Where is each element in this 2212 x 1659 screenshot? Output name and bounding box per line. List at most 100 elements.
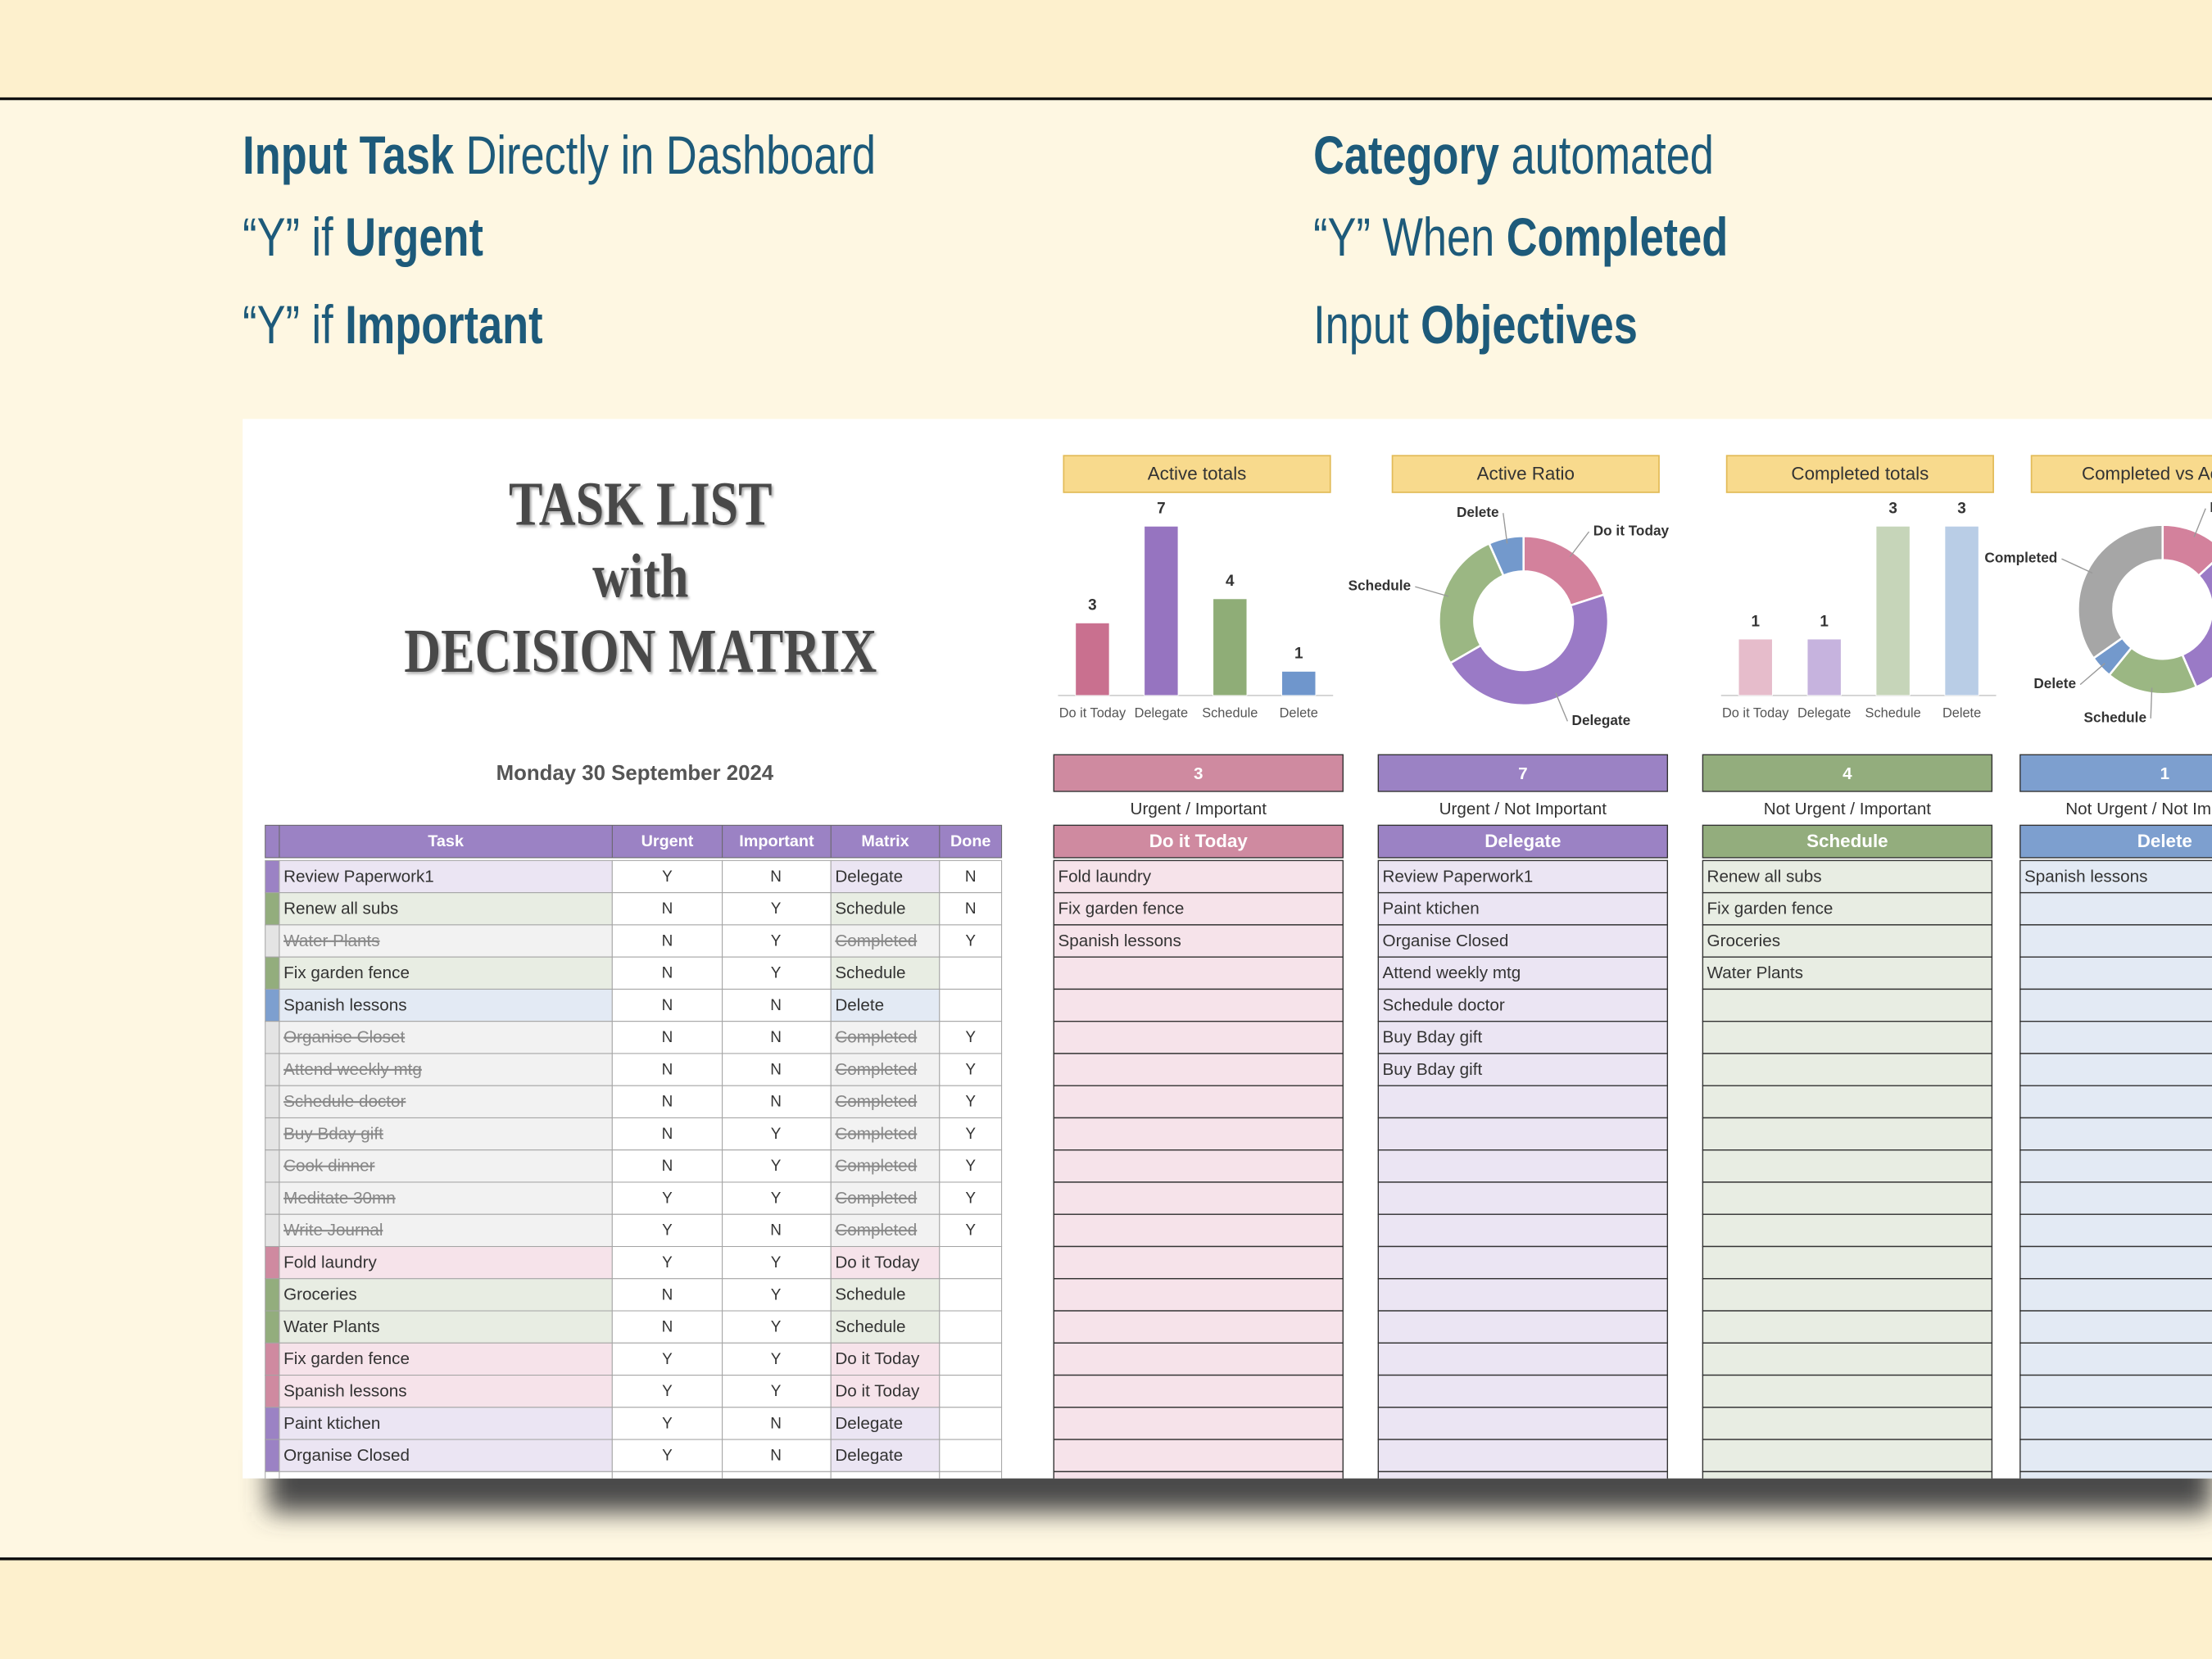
x-tick-label: Schedule: [1865, 706, 1921, 721]
panel-item: Paint ktichen: [1383, 900, 1480, 918]
chart-title-box: [1063, 455, 1331, 493]
panel-cell: [1702, 1471, 1993, 1479]
bar: [1875, 525, 1911, 696]
task-cell: Write Journal: [283, 1221, 383, 1240]
done-cell: Y: [965, 1126, 976, 1143]
task-cell: Water Plants: [283, 1317, 379, 1336]
panel-cell: [1053, 1213, 1344, 1248]
panel-cell: [1702, 891, 1993, 926]
important-cell: Y: [771, 965, 782, 982]
panel-cell: [1377, 1245, 1669, 1280]
table-cell: [265, 1085, 280, 1118]
panel-cell: [1053, 988, 1344, 1022]
table-cell: [611, 892, 723, 926]
date: Monday 30 September 2024: [496, 762, 774, 785]
count-box: [1702, 754, 1993, 792]
donut-label: Do it Today: [1593, 523, 1670, 539]
table-cell: [830, 892, 941, 926]
column-header: Urgent: [641, 832, 694, 850]
bar: [1075, 622, 1110, 696]
count-box: [2019, 754, 2212, 792]
panel-cell: [2019, 1342, 2212, 1376]
panel-name: Schedule: [1806, 831, 1888, 851]
urgent-cell: N: [662, 1061, 673, 1078]
panel-cell: [2019, 1053, 2212, 1086]
panel-cell: [1053, 1310, 1344, 1344]
panel-cell: [1053, 1053, 1344, 1086]
table-cell: [830, 1021, 941, 1054]
table-cell: [939, 988, 1003, 1022]
instruction-line: “Y” if Important: [243, 294, 542, 355]
chart-title: Active totals: [1148, 463, 1247, 483]
donut-segment: [1448, 593, 1610, 707]
instruction-text: Objectives: [1421, 294, 1638, 355]
table-cell: [830, 1245, 941, 1280]
panel-cell: [1377, 1342, 1669, 1376]
urgent-cell: Y: [662, 1351, 673, 1368]
instruction-text: Input Task: [243, 125, 455, 185]
task-cell: Schedule doctor: [283, 1092, 406, 1111]
donut-label: Delete: [1457, 504, 1499, 520]
task-cell: Spanish lessons: [283, 995, 406, 1014]
important-cell: Y: [771, 1190, 782, 1207]
panel-cell: [1377, 1439, 1669, 1473]
sheet-title: with: [592, 542, 688, 610]
panel-cell: [1053, 1342, 1344, 1376]
matrix-cell: Completed: [835, 1189, 917, 1208]
table-cell: [265, 1278, 280, 1312]
urgent-cell: N: [662, 1126, 673, 1143]
panel-cell: [2019, 956, 2212, 990]
instruction-column: Category automated “Y” When Completed Inpu…: [1313, 125, 1728, 355]
panel-cell: [2019, 1020, 2212, 1054]
table-cell: [830, 1149, 941, 1183]
bar: [1144, 525, 1179, 696]
bar: [1806, 638, 1842, 696]
urgent-cell: Y: [662, 1383, 673, 1400]
panel-cell: [1702, 1342, 1993, 1376]
panel-cell: [1053, 1149, 1344, 1183]
table-cell: [722, 1439, 832, 1472]
panel-cell: [1702, 1085, 1993, 1119]
panel-cell: [1053, 1471, 1344, 1479]
important-cell: Y: [771, 1383, 782, 1400]
important-cell: N: [770, 1061, 782, 1078]
table-cell: [939, 1117, 1003, 1151]
panel-subtitle: Not Urgent / Important: [1764, 800, 1932, 818]
important-cell: N: [770, 1094, 782, 1111]
important-cell: Y: [771, 1319, 782, 1336]
count-box: [1377, 754, 1669, 792]
matrix-cell: Do it Today: [835, 1381, 920, 1400]
panel-cell: [1702, 1020, 1993, 1054]
donut-segment: [1487, 535, 1525, 578]
donut-label: Delegate: [1572, 712, 1631, 728]
panel-header: [1377, 824, 1669, 859]
panel-cell: [1702, 1278, 1993, 1312]
x-tick-label: Delete: [1280, 706, 1318, 721]
table-cell: [939, 1085, 1003, 1118]
leader-line: [2061, 558, 2093, 574]
column-header: Important: [739, 832, 814, 850]
instruction-column: Input Task Directly in Dashboard “Y” if U…: [243, 125, 876, 355]
column-header: Task: [428, 832, 465, 850]
done-cell: Y: [965, 1158, 976, 1175]
panel-cell: [2019, 1181, 2212, 1215]
donut-segment: [2161, 524, 2212, 578]
table-cell: [279, 859, 613, 894]
urgent-cell: N: [662, 1319, 673, 1336]
count: 4: [1843, 764, 1852, 783]
matrix-cell: Completed: [835, 1221, 917, 1240]
table-cell: [279, 1375, 613, 1408]
done-cell: Y: [965, 1190, 976, 1207]
table-cell: [939, 1213, 1003, 1248]
urgent-cell: Y: [662, 1448, 673, 1465]
urgent-cell: N: [662, 900, 673, 918]
panel-item: Fold laundry: [1058, 867, 1151, 886]
instruction-text: Directly in Dashboard: [454, 125, 876, 185]
table-cell: [265, 1375, 280, 1408]
panel-item: Buy Bday gift: [1383, 1060, 1483, 1079]
done-cell: Y: [965, 932, 976, 950]
table-cell: [939, 892, 1003, 926]
